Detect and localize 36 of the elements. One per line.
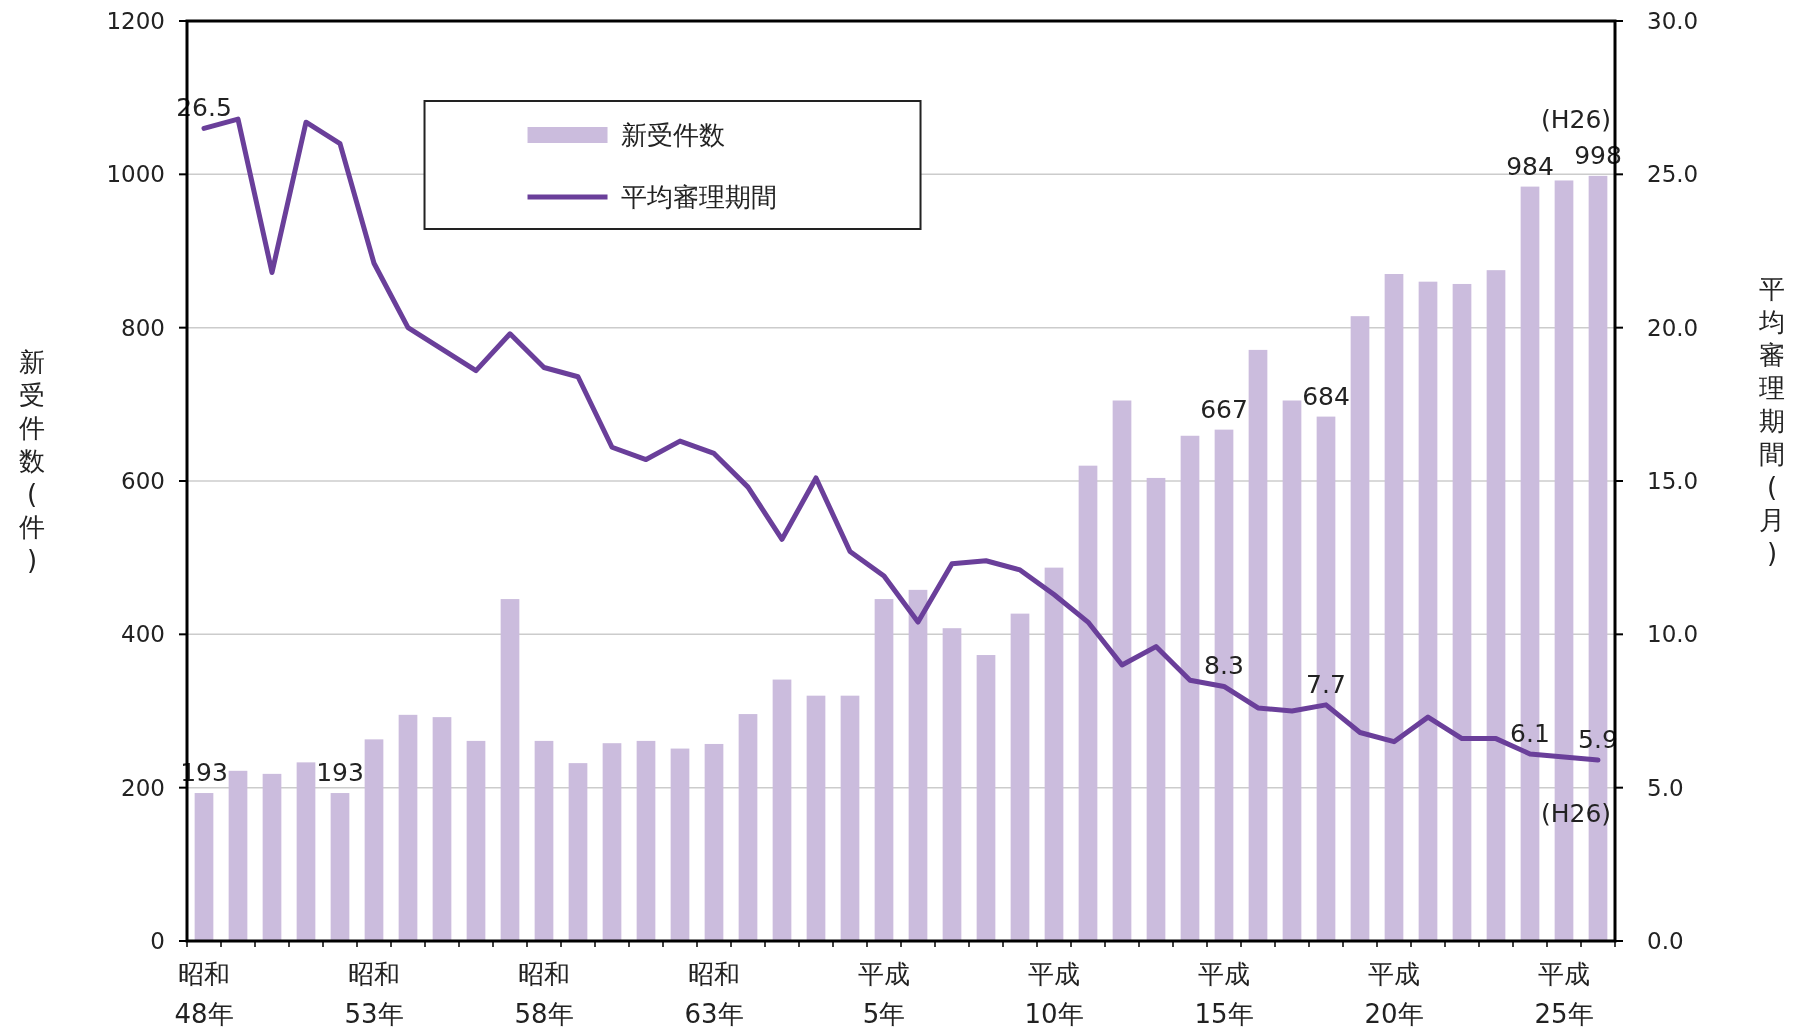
y2-tick-label: 0.0 <box>1647 928 1684 954</box>
y2-tick-label: 5.0 <box>1647 774 1684 801</box>
data-label: 984 <box>1506 151 1554 181</box>
data-label: 6.1 <box>1510 718 1550 748</box>
data-label: 7.7 <box>1306 669 1346 699</box>
x-tick-label: 平成 10年 <box>1024 959 1084 1029</box>
x-tick-label: 平成 15年 <box>1194 959 1254 1029</box>
y2-tick-label: 15.0 <box>1647 468 1699 494</box>
data-label: 8.3 <box>1204 651 1244 681</box>
x-tick-label: 昭和 48年 <box>174 959 234 1029</box>
text: 平均審理期間(月) <box>1759 274 1785 568</box>
x-tick-label: 昭和 63年 <box>684 959 744 1029</box>
y-tick-label: 800 <box>121 314 165 341</box>
data-label: 193 <box>316 758 364 788</box>
legend-label: 平均審理期間 <box>620 182 777 212</box>
x-tick-label: 昭和 53年 <box>344 959 404 1029</box>
y-tick-label: 600 <box>121 468 165 494</box>
y-axis-title: 新受件数(件) <box>19 347 45 575</box>
data-label: 667 <box>1200 394 1248 424</box>
y2-tick-label: 10.0 <box>1647 621 1699 648</box>
y-tick-label: 0 <box>150 928 165 954</box>
y2-tick-label: 30.0 <box>1647 8 1699 34</box>
y2-tick-label: 25.0 <box>1647 161 1699 188</box>
x-tick-label: 平成 5年 <box>858 959 910 1029</box>
x-tick-label: 昭和 58年 <box>514 959 574 1029</box>
y2-tick-label: 20.0 <box>1647 314 1699 341</box>
y-tick-label: 1200 <box>106 8 165 34</box>
y-tick-label: 200 <box>121 774 165 801</box>
y-tick-label: 400 <box>121 621 165 648</box>
annotation: (H26) <box>1540 799 1612 829</box>
data-label: 684 <box>1302 381 1350 411</box>
legend-label: 新受件数 <box>620 120 725 150</box>
x-tick-label: 平成 20年 <box>1364 959 1424 1029</box>
y-tick-label: 1000 <box>106 161 165 188</box>
x-tick-label: 平成 25年 <box>1534 959 1594 1029</box>
annotation: (H26) <box>1540 104 1612 134</box>
